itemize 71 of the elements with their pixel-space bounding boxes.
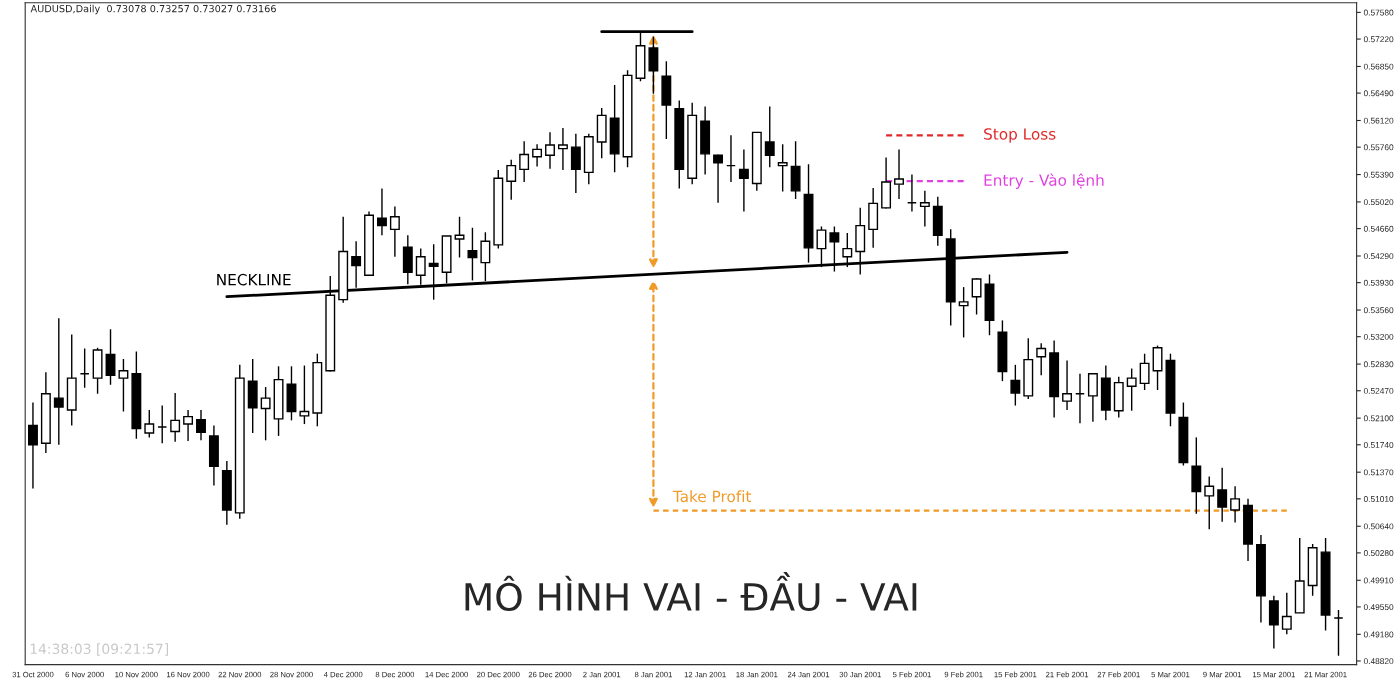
- candlestick: [519, 140, 530, 183]
- candlestick: [971, 277, 982, 316]
- candlestick: [454, 216, 465, 259]
- candlestick: [105, 328, 116, 386]
- series-label: Entry - Vào lệnh: [984, 173, 1104, 189]
- y-tick-label: 0.57220: [1363, 36, 1394, 43]
- y-tick-label: 0.52470: [1363, 387, 1394, 394]
- y-tick-label: 0.53200: [1363, 333, 1394, 340]
- candlestick: [144, 409, 155, 439]
- candlestick: [389, 205, 400, 258]
- y-tick-label: 0.55390: [1363, 171, 1394, 178]
- candlestick: [377, 187, 387, 236]
- candlestick: [53, 317, 64, 446]
- y-tick-label: 0.53560: [1363, 307, 1394, 314]
- y-tick-label: 0.56850: [1363, 63, 1394, 70]
- candlestick: [27, 401, 38, 490]
- candlestick: [777, 143, 788, 193]
- candlestick: [1281, 592, 1292, 636]
- y-tick-label: 0.55760: [1363, 144, 1394, 151]
- candlestick: [467, 227, 478, 282]
- y-tick-label: 0.54290: [1363, 253, 1394, 260]
- candlestick: [1062, 359, 1073, 411]
- candlestick: [958, 286, 969, 339]
- candlestick: [506, 159, 517, 201]
- candlestick: [183, 409, 194, 442]
- candlestick: [557, 127, 568, 171]
- series-label: Stop Loss: [984, 128, 1056, 143]
- y-tick-label: 0.52100: [1363, 415, 1394, 422]
- candlestick: [1139, 353, 1150, 391]
- candlestick: [713, 153, 724, 204]
- candlestick: [299, 364, 310, 425]
- y-tick-label: 0.48820: [1363, 658, 1394, 665]
- y-tick-label: 0.49910: [1363, 577, 1394, 584]
- candlestick: [1126, 367, 1137, 412]
- y-tick-label: 0.50640: [1363, 523, 1394, 530]
- candlestick: [1217, 467, 1228, 523]
- y-tick-label: 0.57580: [1363, 9, 1394, 16]
- candlestick: [894, 148, 904, 200]
- candlestick: [532, 143, 543, 168]
- y-tick-label: 0.53930: [1363, 279, 1394, 286]
- chart-title: AUDUSD,Daily 0.73078 0.73257 0.73027 0.73166: [30, 4, 276, 15]
- y-tick-label: 0.56120: [1363, 117, 1394, 124]
- candlestick: [1204, 475, 1215, 530]
- legend-label: Take Profit: [672, 490, 752, 503]
- candlestick: [919, 190, 930, 228]
- y-tick-label: 0.51740: [1363, 441, 1394, 448]
- y-tick-label: 0.52830: [1363, 361, 1394, 368]
- candlestick: [738, 148, 749, 213]
- candlestick: [570, 133, 581, 194]
- candlestick: [196, 409, 206, 442]
- candlestick: [545, 131, 555, 170]
- candlestick: [1230, 485, 1241, 524]
- y-tick-label: 0.51370: [1363, 469, 1394, 476]
- y-tick-label: 0.55020: [1363, 199, 1394, 206]
- series-label: NECKLINE: [217, 273, 291, 286]
- candlestick: [118, 358, 129, 413]
- candlestick: [1036, 342, 1047, 376]
- y-tick-label: 0.56490: [1363, 90, 1394, 97]
- candlestick: [260, 386, 271, 442]
- y-tick-label: 0.50280: [1363, 550, 1394, 556]
- y-tick-label: 0.49180: [1363, 631, 1394, 638]
- candlestick: [1152, 344, 1163, 391]
- y-tick-label: 0.54660: [1363, 225, 1394, 232]
- annotation: MÔ HÌNH VAI - ĐẦU - VAI: [465, 572, 917, 612]
- candlestick: [764, 105, 775, 168]
- candlestick: [1087, 373, 1098, 423]
- candlestick: [1010, 364, 1021, 407]
- candlestick: [170, 392, 181, 443]
- candlestick: [1268, 595, 1279, 650]
- y-tick-label: 0.51010: [1363, 496, 1394, 502]
- y-tick-label: 0.49550: [1363, 604, 1394, 611]
